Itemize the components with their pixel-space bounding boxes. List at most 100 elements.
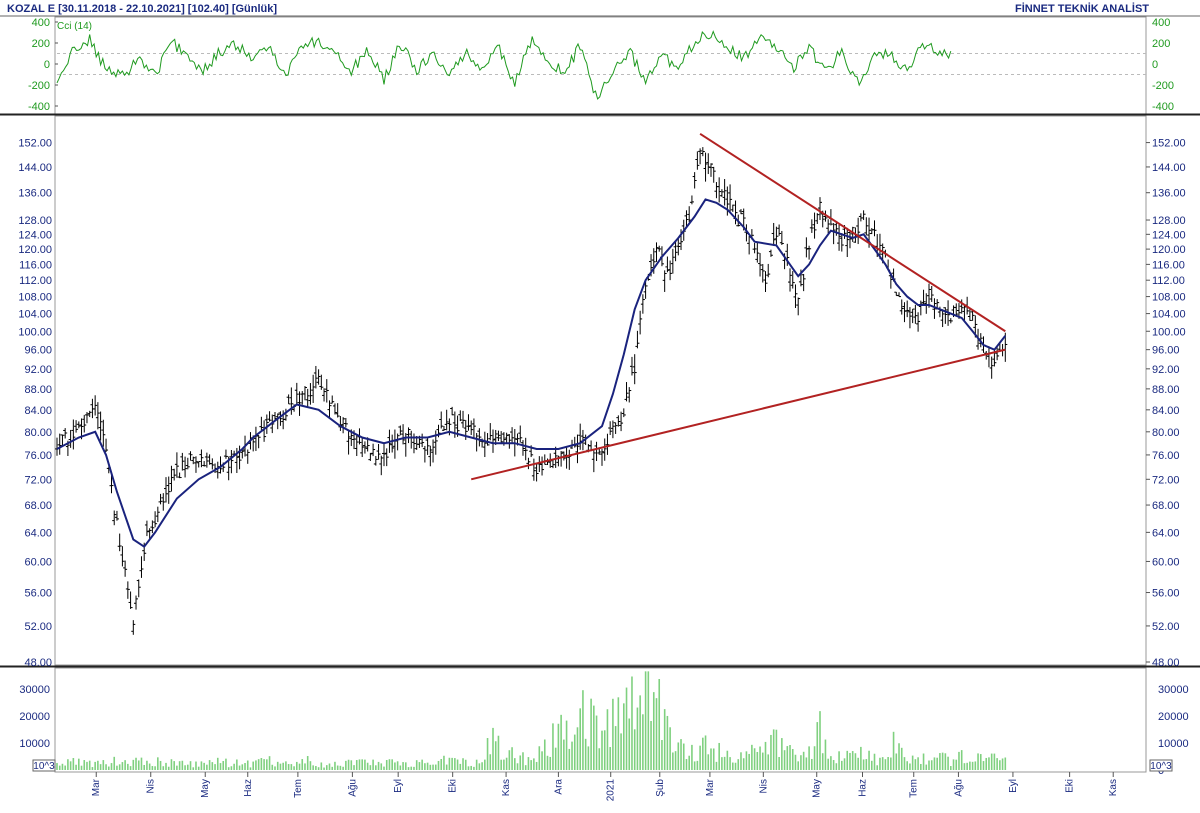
- month-tick-label: Mar: [705, 778, 716, 796]
- price-tick-label-right: 152.00: [1152, 138, 1186, 150]
- price-tick-label-right: 52.00: [1152, 621, 1180, 633]
- price-tick-label-right: 64.00: [1152, 527, 1180, 539]
- cci-plot: [56, 30, 952, 100]
- month-tick-label: Nis: [146, 779, 157, 793]
- month-tick-label: 2021: [606, 779, 617, 802]
- price-tick-label-right: 96.00: [1152, 345, 1180, 357]
- volume-tick-label-right: 20000: [1158, 711, 1189, 723]
- month-tick-label: Eki: [448, 779, 459, 793]
- price-tick-label-right: 48.00: [1152, 657, 1180, 669]
- price-tick-label-right: 84.00: [1152, 405, 1180, 417]
- price-tick-label-right: 108.00: [1152, 292, 1186, 304]
- price-tick-label-left: 124.00: [18, 229, 52, 241]
- volume-tick-label-right: 30000: [1158, 684, 1189, 696]
- chart-header-vendor: FİNNET TEKNİK ANALİST: [1015, 2, 1149, 15]
- price-tick-label-right: 124.00: [1152, 229, 1186, 241]
- month-tick-label: Nis: [758, 779, 769, 793]
- panel-frames: [0, 15, 1200, 773]
- cci-axes: 400 400 200 200 0 0 -200 -200 -400 -400: [28, 17, 1174, 113]
- cci-line: [56, 30, 952, 100]
- volume-unit-box-left: [32, 759, 56, 772]
- price-tick-label-left: 108.00: [18, 292, 52, 304]
- price-tick-label-left: 72.00: [24, 474, 52, 486]
- cci-tick-label-right: -400: [1152, 101, 1174, 113]
- chart-header-title: KOZAL E [30.11.2018 - 22.10.2021] [102.4…: [7, 3, 277, 15]
- price-axes: 48.00 48.00 52.00 52.00 56.00 56.00 60.00 60.00…: [18, 138, 1185, 669]
- price-tick-label-right: 144.00: [1152, 162, 1186, 174]
- month-tick-label: Eyl: [393, 779, 404, 793]
- cci-tick-label-right: 400: [1152, 17, 1170, 29]
- month-tick-label: Ağu: [953, 779, 964, 797]
- month-tick-label: May: [812, 779, 823, 798]
- month-tick-label: Ara: [553, 779, 564, 795]
- volume-tick-label-left: 20000: [19, 711, 50, 723]
- month-tick-label: Kas: [501, 779, 512, 796]
- month-tick-label: Eyl: [1008, 779, 1019, 793]
- price-tick-label-left: 152.00: [18, 138, 52, 150]
- cci-tick-label-left: 0: [44, 59, 50, 71]
- price-tick-label-left: 112.00: [19, 275, 52, 287]
- month-tick-label: Haz: [243, 779, 254, 797]
- volume-unit-box-right: [1149, 759, 1173, 772]
- volume-tick-label-left: 30000: [19, 684, 50, 696]
- price-tick-label-right: 112.00: [1152, 275, 1185, 287]
- price-tick-label-right: 116.00: [1152, 259, 1185, 271]
- price-tick-label-right: 104.00: [1152, 309, 1186, 321]
- price-plot: [55, 132, 1008, 635]
- price-tick-label-right: 76.00: [1152, 450, 1180, 462]
- volume-unit-label-left: 10^3: [33, 761, 55, 772]
- cci-tick-label-right: -200: [1152, 80, 1174, 92]
- volume-tick-label-left: 10000: [19, 738, 50, 750]
- price-tick-label-left: 76.00: [24, 450, 52, 462]
- price-tick-label-right: 120.00: [1152, 244, 1186, 256]
- price-tick-label-left: 116.00: [19, 259, 52, 271]
- price-tick-label-right: 100.00: [1152, 326, 1186, 338]
- price-tick-label-right: 72.00: [1152, 474, 1180, 486]
- price-tick-label-right: 128.00: [1152, 215, 1186, 227]
- price-tick-label-right: 68.00: [1152, 500, 1180, 512]
- month-tick-label: Tem: [909, 779, 920, 798]
- price-tick-label-left: 92.00: [24, 364, 52, 376]
- cci-indicator-label: Cci (14): [57, 21, 92, 32]
- month-tick-label: Tem: [293, 779, 304, 798]
- month-tick-label: Şub: [655, 779, 666, 797]
- price-tick-label-left: 80.00: [24, 427, 52, 439]
- trendline-upper: [699, 132, 1006, 333]
- price-tick-label-left: 100.00: [18, 326, 52, 338]
- month-tick-label: Eki: [1065, 779, 1076, 793]
- month-tick-label: Ağu: [347, 779, 358, 797]
- cci-tick-label-left: 400: [32, 17, 50, 29]
- cci-tick-label-left: -400: [28, 101, 50, 113]
- price-tick-label-left: 96.00: [24, 345, 52, 357]
- price-tick-label-right: 136.00: [1152, 188, 1186, 200]
- price-tick-label-right: 92.00: [1152, 364, 1180, 376]
- month-tick-label: Mar: [91, 778, 102, 796]
- price-tick-label-left: 128.00: [18, 215, 52, 227]
- price-tick-label-left: 68.00: [24, 500, 52, 512]
- price-tick-label-left: 84.00: [24, 405, 52, 417]
- month-tick-label: Kas: [1108, 779, 1119, 796]
- price-tick-label-right: 88.00: [1152, 384, 1180, 396]
- price-tick-label-left: 144.00: [18, 162, 52, 174]
- price-tick-label-right: 56.00: [1152, 588, 1180, 600]
- price-tick-label-left: 104.00: [18, 309, 52, 321]
- price-tick-label-left: 56.00: [24, 588, 52, 600]
- month-tick-label: Haz: [858, 779, 869, 797]
- price-tick-label-left: 52.00: [24, 621, 52, 633]
- price-tick-label-right: 60.00: [1152, 556, 1180, 568]
- price-tick-label-left: 64.00: [24, 527, 52, 539]
- price-tick-label-left: 88.00: [24, 384, 52, 396]
- cci-tick-label-right: 200: [1152, 38, 1170, 50]
- month-tick-label: May: [200, 779, 211, 798]
- volume-tick-label-right: 10000: [1158, 738, 1189, 750]
- price-tick-label-right: 80.00: [1152, 427, 1180, 439]
- price-tick-label-left: 48.00: [24, 657, 52, 669]
- month-axis: Mar Nis May Haz Tem Ağu Eyl Eki Kas Ara 2021 Şub Mar…: [91, 772, 1119, 801]
- cci-tick-label-right: 0: [1152, 59, 1158, 71]
- price-tick-label-left: 60.00: [24, 556, 52, 568]
- moving-average-line: [56, 198, 1007, 549]
- cci-tick-label-left: 200: [32, 38, 50, 50]
